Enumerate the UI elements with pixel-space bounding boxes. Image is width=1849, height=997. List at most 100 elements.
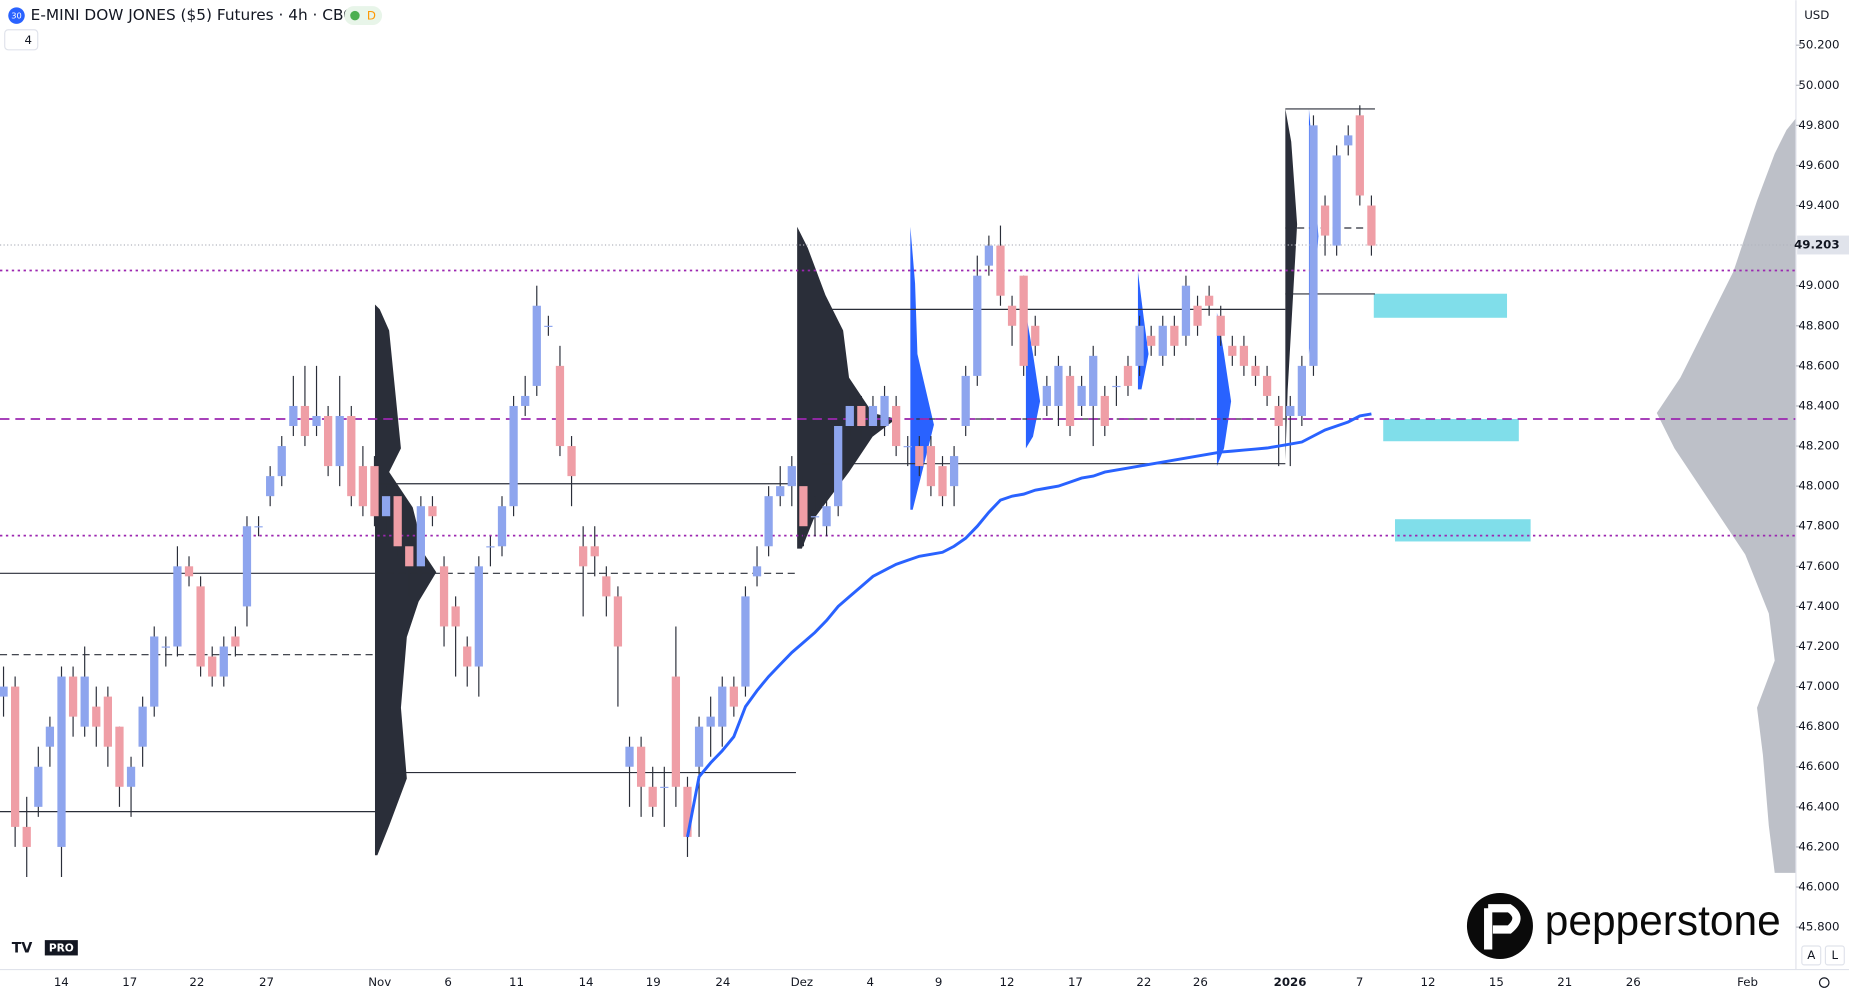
candle-body bbox=[1089, 355, 1098, 406]
candle-body bbox=[1181, 285, 1191, 336]
x-tick-label: Feb bbox=[1737, 975, 1758, 989]
candle-body bbox=[903, 446, 912, 448]
y-tick-label: 47.000 bbox=[1798, 679, 1839, 693]
candle-body bbox=[521, 395, 530, 406]
watermark-icon-p bbox=[1484, 904, 1521, 950]
y-tick-label: 47.200 bbox=[1798, 639, 1839, 653]
x-tick-label: 9 bbox=[935, 975, 942, 989]
x-tick-label: 15 bbox=[1489, 975, 1504, 989]
y-tick-label: 48.800 bbox=[1798, 318, 1839, 332]
candle-body bbox=[335, 415, 344, 467]
candle-body bbox=[312, 415, 321, 427]
y-tick-label: 48.000 bbox=[1798, 479, 1839, 493]
x-tick-label: 26 bbox=[1626, 975, 1641, 989]
candle-body bbox=[752, 566, 762, 577]
candle-body bbox=[671, 676, 681, 787]
candle-body bbox=[1251, 365, 1260, 376]
candle-body bbox=[1135, 325, 1144, 366]
candle-body bbox=[1031, 325, 1040, 346]
candle-body bbox=[602, 576, 611, 597]
x-tick-label: 4 bbox=[867, 975, 875, 989]
candle-body bbox=[115, 726, 124, 787]
candle-body bbox=[161, 646, 170, 648]
x-tick-label: 22 bbox=[189, 975, 204, 989]
candle-body bbox=[45, 726, 55, 747]
candle-body bbox=[729, 686, 738, 707]
last-price-label: 49.203 bbox=[1794, 238, 1839, 252]
candle-body bbox=[1274, 405, 1283, 427]
y-tick-label: 46.200 bbox=[1798, 839, 1839, 853]
candle-body bbox=[590, 546, 599, 557]
candle-body bbox=[787, 466, 796, 487]
y-tick-label: 46.600 bbox=[1798, 759, 1839, 773]
candle-body bbox=[486, 546, 495, 548]
candle-body bbox=[173, 566, 182, 647]
candle-body bbox=[857, 405, 866, 427]
y-tick-label: 47.600 bbox=[1798, 559, 1839, 573]
x-tick-label: 2026 bbox=[1274, 975, 1307, 989]
chart-title[interactable]: E-MINI DOW JONES ($5) Futures · 4h · CBO… bbox=[31, 6, 366, 24]
candle-body bbox=[694, 726, 704, 767]
y-tick-label: 48.600 bbox=[1798, 358, 1839, 372]
last-price-tag bbox=[1797, 235, 1849, 255]
candle-body bbox=[636, 746, 646, 787]
candle-body bbox=[381, 496, 391, 517]
candle-body bbox=[810, 516, 820, 518]
candle-body bbox=[984, 245, 994, 266]
candle-body bbox=[834, 426, 843, 507]
candle-body bbox=[184, 566, 194, 577]
y-tick-label: 49.600 bbox=[1798, 158, 1839, 172]
candle-body bbox=[555, 365, 565, 447]
scale-button-label: A bbox=[1807, 948, 1815, 962]
y-tick-label: 46.000 bbox=[1798, 880, 1839, 894]
candle-body bbox=[1320, 205, 1330, 236]
y-tick-label: 50.000 bbox=[1798, 78, 1839, 92]
volume-profile bbox=[910, 226, 934, 510]
scale-button[interactable] bbox=[1801, 945, 1822, 966]
volume-profile bbox=[1285, 108, 1298, 461]
candle-body bbox=[1344, 135, 1353, 146]
candle-body bbox=[1158, 325, 1167, 356]
candle-body bbox=[1228, 345, 1237, 356]
currency[interactable]: USD bbox=[1804, 8, 1829, 22]
candle-body bbox=[764, 496, 773, 547]
candle-body bbox=[126, 766, 136, 787]
candle-body bbox=[706, 716, 715, 727]
candle-body bbox=[463, 646, 472, 667]
candle-body bbox=[416, 506, 425, 567]
candle-body bbox=[474, 566, 483, 667]
indicator-toggle[interactable] bbox=[4, 29, 39, 51]
session-badge: D bbox=[367, 9, 376, 23]
candle-body bbox=[1193, 305, 1202, 326]
candle-body bbox=[776, 486, 785, 497]
y-tick-label: 46.800 bbox=[1798, 719, 1839, 733]
x-tick-label: 27 bbox=[259, 975, 274, 989]
candle-body bbox=[0, 686, 8, 697]
candle-body bbox=[1123, 365, 1133, 386]
candle-body bbox=[741, 596, 750, 687]
settings-icon[interactable] bbox=[1818, 977, 1830, 988]
candle-body bbox=[1100, 395, 1109, 427]
session-volume-profile bbox=[1656, 118, 1796, 873]
candle-body bbox=[138, 706, 147, 747]
y-tick-label: 46.400 bbox=[1798, 799, 1839, 813]
x-tick-label: 21 bbox=[1557, 975, 1572, 989]
symbol-icon bbox=[8, 7, 25, 24]
tv-badge: PRO bbox=[49, 941, 74, 954]
candle-body bbox=[370, 466, 379, 517]
candle-body bbox=[68, 676, 78, 717]
x-tick-label: 19 bbox=[646, 975, 661, 989]
candle-body bbox=[80, 676, 89, 727]
x-tick-label: 24 bbox=[715, 975, 730, 989]
candle-body bbox=[300, 405, 310, 437]
candle-body bbox=[1205, 295, 1214, 306]
scale-button[interactable] bbox=[1824, 945, 1845, 966]
candle-body bbox=[323, 415, 333, 467]
candle-body bbox=[1367, 205, 1376, 246]
candle-body bbox=[57, 676, 66, 847]
x-tick-label: 6 bbox=[444, 975, 452, 989]
candle-body bbox=[973, 275, 982, 376]
y-tick-label: 49.000 bbox=[1798, 278, 1839, 292]
